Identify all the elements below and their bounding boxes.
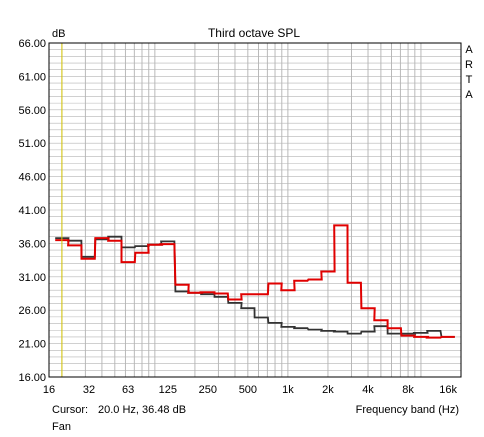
y-axis-label: dB: [52, 28, 65, 40]
arta-letter: A: [465, 44, 473, 56]
y-tick-label: 41.00: [18, 205, 46, 217]
x-tick-label: 250: [199, 384, 217, 396]
y-tick-label: 56.00: [18, 105, 46, 117]
measurement-note: Fan: [52, 421, 71, 433]
arta-letter: T: [466, 74, 473, 86]
x-tick-label: 63: [122, 384, 134, 396]
x-tick-label: 16k: [439, 384, 457, 396]
x-tick-label: 1k: [282, 384, 294, 396]
x-tick-label: 8k: [402, 384, 414, 396]
x-tick-label: 2k: [322, 384, 334, 396]
cursor-label: Cursor:: [52, 404, 88, 416]
y-tick-label: 46.00: [18, 172, 46, 184]
y-tick-label: 16.00: [18, 372, 46, 384]
y-tick-label: 31.00: [18, 272, 46, 284]
arta-letter: R: [465, 59, 473, 71]
x-tick-label: 16: [43, 384, 55, 396]
cursor-readout: 20.0 Hz, 36.48 dB: [98, 404, 186, 416]
y-tick-label: 21.00: [18, 339, 46, 351]
arta-letter: A: [465, 89, 473, 101]
series-layer: [55, 224, 455, 339]
chart-title: Third octave SPL: [208, 26, 300, 40]
x-tick-label: 4k: [362, 384, 374, 396]
y-tick-label: 61.00: [18, 71, 46, 83]
y-tick-label: 66.00: [18, 38, 46, 50]
y-tick-label: 26.00: [18, 305, 46, 317]
x-tick-labels: 16 32 63 125 250 500 1k 2k 4k 8k 16k: [43, 384, 458, 396]
x-tick-label: 500: [239, 384, 257, 396]
x-axis-label: Frequency band (Hz): [356, 404, 459, 416]
x-tick-label: 125: [159, 384, 177, 396]
grid: [49, 43, 462, 377]
series-line-2: [55, 224, 455, 339]
y-tick-label: 51.00: [18, 138, 46, 150]
y-tick-labels: 16.00 21.00 26.00 31.00 36.00 41.00 46.00 51.00…: [18, 38, 46, 384]
y-tick-label: 36.00: [18, 238, 46, 250]
x-tick-label: 32: [83, 384, 95, 396]
plot-frame: [48, 42, 462, 378]
